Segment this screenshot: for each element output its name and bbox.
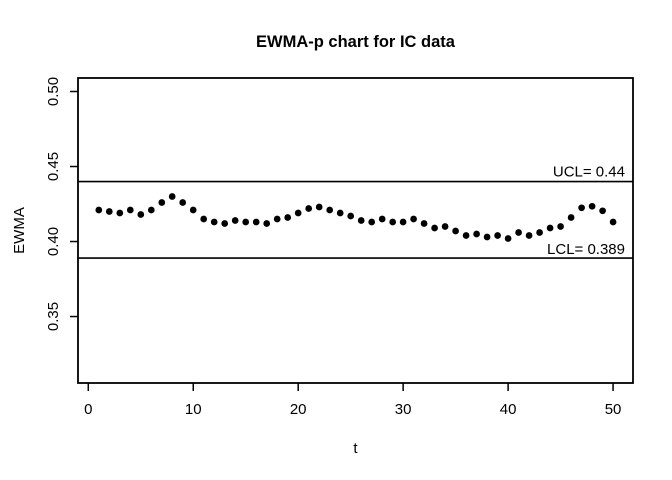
data-point bbox=[95, 206, 103, 214]
data-point bbox=[284, 214, 292, 221]
data-point bbox=[126, 206, 134, 214]
data-point bbox=[210, 218, 218, 226]
data-point bbox=[536, 229, 543, 236]
data-point bbox=[462, 232, 470, 239]
plot-box bbox=[77, 77, 634, 384]
x-tick-label: 20 bbox=[290, 401, 307, 418]
data-point bbox=[378, 215, 386, 223]
data-point bbox=[504, 235, 512, 242]
data-point bbox=[336, 209, 344, 217]
x-tick-label: 50 bbox=[605, 401, 622, 418]
data-point bbox=[420, 220, 428, 227]
data-point bbox=[252, 218, 260, 226]
x-tick-label: 10 bbox=[185, 401, 202, 418]
data-point bbox=[116, 209, 124, 217]
data-point bbox=[452, 227, 459, 235]
data-point bbox=[242, 218, 250, 226]
data-point bbox=[567, 214, 575, 221]
lcl-label: LCL= 0.389 bbox=[547, 241, 625, 258]
data-point bbox=[326, 206, 334, 214]
data-point bbox=[200, 215, 208, 223]
y-tick-label: 0.40 bbox=[45, 227, 62, 256]
x-tick-label: 30 bbox=[395, 401, 412, 418]
y-tick-label: 0.50 bbox=[45, 77, 62, 106]
data-point bbox=[347, 212, 355, 220]
data-point bbox=[231, 217, 239, 224]
data-point bbox=[263, 220, 271, 227]
data-point bbox=[158, 199, 166, 206]
x-tick-label: 0 bbox=[84, 401, 92, 418]
data-point bbox=[168, 193, 176, 200]
data-point bbox=[483, 233, 491, 241]
y-tick-label: 0.35 bbox=[45, 302, 62, 331]
data-point bbox=[399, 218, 407, 226]
data-point bbox=[431, 224, 438, 232]
data-point bbox=[525, 232, 533, 239]
x-axis-label: t bbox=[353, 440, 358, 457]
data-point bbox=[137, 211, 145, 218]
chart-title: EWMA-p chart for IC data bbox=[256, 33, 456, 51]
data-point bbox=[557, 223, 564, 230]
data-point bbox=[221, 220, 229, 227]
data-point bbox=[473, 230, 480, 238]
data-point bbox=[305, 205, 313, 212]
data-point bbox=[179, 199, 187, 206]
ucl-label: UCL= 0.44 bbox=[553, 164, 625, 181]
data-point bbox=[189, 206, 197, 214]
data-point bbox=[294, 209, 302, 217]
data-point bbox=[441, 223, 449, 230]
data-point bbox=[609, 218, 617, 226]
data-point bbox=[410, 215, 417, 223]
data-point bbox=[389, 218, 397, 226]
y-tick-label: 0.45 bbox=[45, 152, 62, 181]
data-point bbox=[368, 218, 376, 226]
data-point bbox=[578, 204, 585, 212]
y-axis-label: EWMA bbox=[11, 207, 28, 254]
data-point bbox=[494, 232, 501, 239]
data-point bbox=[147, 206, 155, 214]
data-point bbox=[357, 217, 365, 224]
data-point bbox=[515, 229, 522, 236]
data-point bbox=[105, 208, 113, 215]
data-point bbox=[599, 207, 606, 215]
data-point bbox=[546, 224, 554, 232]
data-point bbox=[588, 202, 596, 210]
x-tick-label: 40 bbox=[500, 401, 517, 418]
data-point bbox=[273, 215, 281, 223]
data-point bbox=[315, 203, 323, 211]
